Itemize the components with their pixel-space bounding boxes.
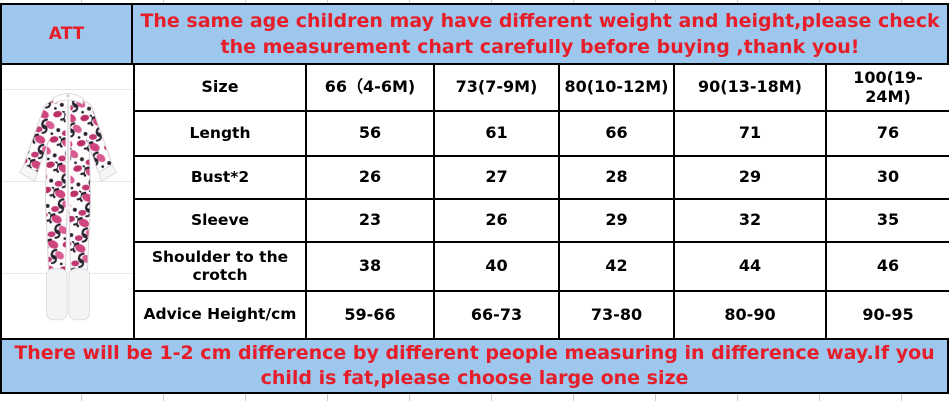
advice-66: 59-66: [307, 292, 435, 340]
product-photo-cell: [2, 65, 135, 340]
spreadsheet-gridline-strip-top: [0, 0, 949, 3]
size-header-label: Size: [135, 65, 307, 112]
sleeve-100: 35: [827, 200, 949, 243]
size-col-90: 90(13-18M): [675, 65, 827, 112]
bust-100: 30: [827, 157, 949, 200]
top-banner-message-line2: the measurement chart carefully before b…: [220, 36, 860, 58]
size-col-100: 100(19-24M): [827, 65, 949, 112]
length-90: 71: [675, 112, 827, 157]
sleeve-73: 26: [435, 200, 560, 243]
bust-90: 29: [675, 157, 827, 200]
advice-73: 66-73: [435, 292, 560, 340]
row-label-advice-height: Advice Height/cm: [135, 292, 307, 340]
bottom-banner: There will be 1-2 cm difference by diffe…: [0, 340, 949, 394]
top-banner-message-line1: The same age children may have different…: [140, 10, 940, 32]
size-col-73: 73(7-9M): [435, 65, 560, 112]
size-col-80: 80(10-12M): [560, 65, 675, 112]
bottom-banner-message-line2: child is fat,please choose large one siz…: [260, 367, 689, 389]
spreadsheet-gridline-strip-bottom: [0, 394, 949, 401]
size-col-66: 66（4-6M): [307, 65, 435, 112]
row-label-length: Length: [135, 112, 307, 157]
advice-80: 73-80: [560, 292, 675, 340]
row-label-shoulder-crotch: Shoulder to the crotch: [135, 243, 307, 292]
length-66: 56: [307, 112, 435, 157]
advice-100: 90-95: [827, 292, 949, 340]
att-label: ATT: [2, 5, 133, 63]
size-chart-table: Size 66（4-6M) 73(7-9M) 80(10-12M) 90(13-…: [0, 65, 949, 340]
bottom-banner-message-line1: There will be 1-2 cm difference by diffe…: [14, 342, 935, 364]
top-banner-message: The same age children may have different…: [133, 5, 947, 63]
shoulder-100: 46: [827, 243, 949, 292]
sleeve-80: 29: [560, 200, 675, 243]
sleeve-90: 32: [675, 200, 827, 243]
sleeve-66: 23: [307, 200, 435, 243]
bust-73: 27: [435, 157, 560, 200]
length-73: 61: [435, 112, 560, 157]
romper-product-image: [18, 92, 117, 320]
shoulder-66: 38: [307, 243, 435, 292]
shoulder-90: 44: [675, 243, 827, 292]
top-banner: ATT The same age children may have diffe…: [0, 3, 949, 65]
length-100: 76: [827, 112, 949, 157]
shoulder-73: 40: [435, 243, 560, 292]
row-label-bust: Bust*2: [135, 157, 307, 200]
row-label-sleeve: Sleeve: [135, 200, 307, 243]
length-80: 66: [560, 112, 675, 157]
shoulder-80: 42: [560, 243, 675, 292]
bust-80: 28: [560, 157, 675, 200]
advice-90: 80-90: [675, 292, 827, 340]
bust-66: 26: [307, 157, 435, 200]
